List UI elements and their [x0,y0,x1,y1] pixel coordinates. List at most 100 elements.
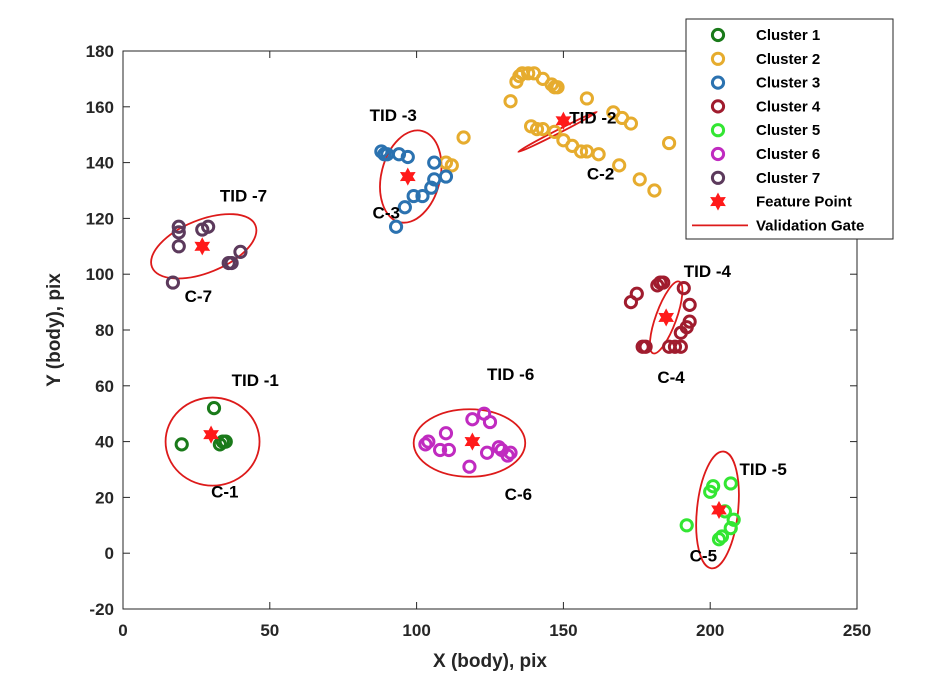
data-point [479,445,495,460]
x-tick-label: 150 [549,621,577,640]
legend-label: Feature Point [756,194,852,211]
annotation-label: C-4 [657,368,685,387]
annotation-label: C-2 [587,164,614,183]
data-point [662,135,677,151]
x-tick-label: 50 [260,621,279,640]
legend-marker [710,192,726,211]
data-point [421,434,436,449]
data-point [388,219,404,234]
feature-point-marker [711,500,727,520]
data-point [638,339,653,354]
legend-marker [710,27,726,43]
validation-gate-ellipse [649,280,684,355]
y-tick-label: 60 [95,377,114,396]
data-point [218,434,233,449]
legend-label: Cluster 6 [756,146,820,163]
data-point [171,239,186,254]
x-tick-label: 200 [696,621,724,640]
validation-gate-ellipse [150,213,258,280]
data-point [397,200,412,215]
data-point [723,476,738,491]
legend-marker [710,75,726,90]
legend-label: Cluster 3 [756,75,820,92]
data-point [171,225,186,240]
legend-marker [710,123,726,138]
data-point [667,339,683,354]
data-point [711,532,727,547]
data-point [656,275,671,290]
data-point [512,69,527,84]
legend-label: Validation Gate [756,217,864,234]
validation-gate-ellipse [164,396,261,487]
data-point [206,401,222,416]
axes: 0 50 100 150 200 250-200204060801001201401601… [44,42,871,672]
data-point [500,448,515,463]
data-point [165,275,181,290]
data-point [647,183,662,198]
y-tick-label: 20 [95,488,114,507]
annotation-label: TID -5 [740,460,787,479]
data-point [482,414,498,430]
validation-gate-ellipse [517,110,598,153]
legend-marker [710,170,726,185]
data-point [714,529,730,544]
annotation-label: TID -7 [220,187,267,206]
annotation-label: TID -1 [232,371,279,390]
data-point [465,412,480,427]
annotation-label: TID -2 [569,109,616,128]
annotation-label: TID -4 [684,262,732,281]
legend-label: Cluster 2 [756,51,820,68]
data-point [529,122,545,137]
data-point [673,339,688,354]
y-tick-label: 160 [86,98,114,117]
data-point [444,158,459,173]
y-tick-label: 0 [105,544,114,563]
data-point [400,149,415,165]
data-point [418,437,433,452]
data-point [456,130,471,145]
annotations: TID -1 TID -2 TID -3 TID -4 TID -5 TID -6 TID … [185,106,787,566]
y-tick-label: 80 [95,321,114,340]
data-point [632,172,647,187]
legend-marker [710,146,726,162]
data-point [682,297,697,312]
data-point [706,479,721,494]
data-point [612,158,627,173]
x-axis-label: X (body), pix [433,651,547,672]
validation-gate-ellipse [695,450,740,570]
data-point [550,80,565,95]
y-tick-label: 180 [86,42,114,61]
y-tick-label: 40 [95,433,114,452]
legend-marker [710,51,726,66]
legend-label: Cluster 7 [756,170,820,187]
data-point [579,91,594,106]
annotation-label: C-5 [690,547,717,566]
data-point [673,325,688,340]
data-point [591,147,606,162]
data-point [623,116,639,131]
data-point [432,442,448,458]
data-point [462,459,477,474]
legend-label: Cluster 1 [756,27,820,44]
data-point [415,188,430,204]
feature-point-marker [658,308,675,327]
x-tick-label: 0 [118,621,127,640]
annotation-label: C-1 [211,482,238,501]
legend-label: Cluster 4 [756,98,821,115]
y-axis-label: Y (body), pix [44,273,65,387]
data-point [438,426,454,441]
data-point [503,94,518,109]
data-point [201,219,216,234]
x-tick-label: 100 [402,621,430,640]
annotation-label: TID -6 [487,365,534,384]
legend: Cluster 1 Cluster 2 Cluster 3 Cluster 4 Clus… [685,18,894,240]
data-point [726,512,741,527]
annotation-label: C-3 [373,203,400,222]
annotation-label: C-7 [185,287,212,306]
data-point [224,255,239,271]
data-point [676,281,691,296]
legend-marker [710,99,726,114]
data-point [233,244,248,259]
feature-point-marker [464,432,481,451]
